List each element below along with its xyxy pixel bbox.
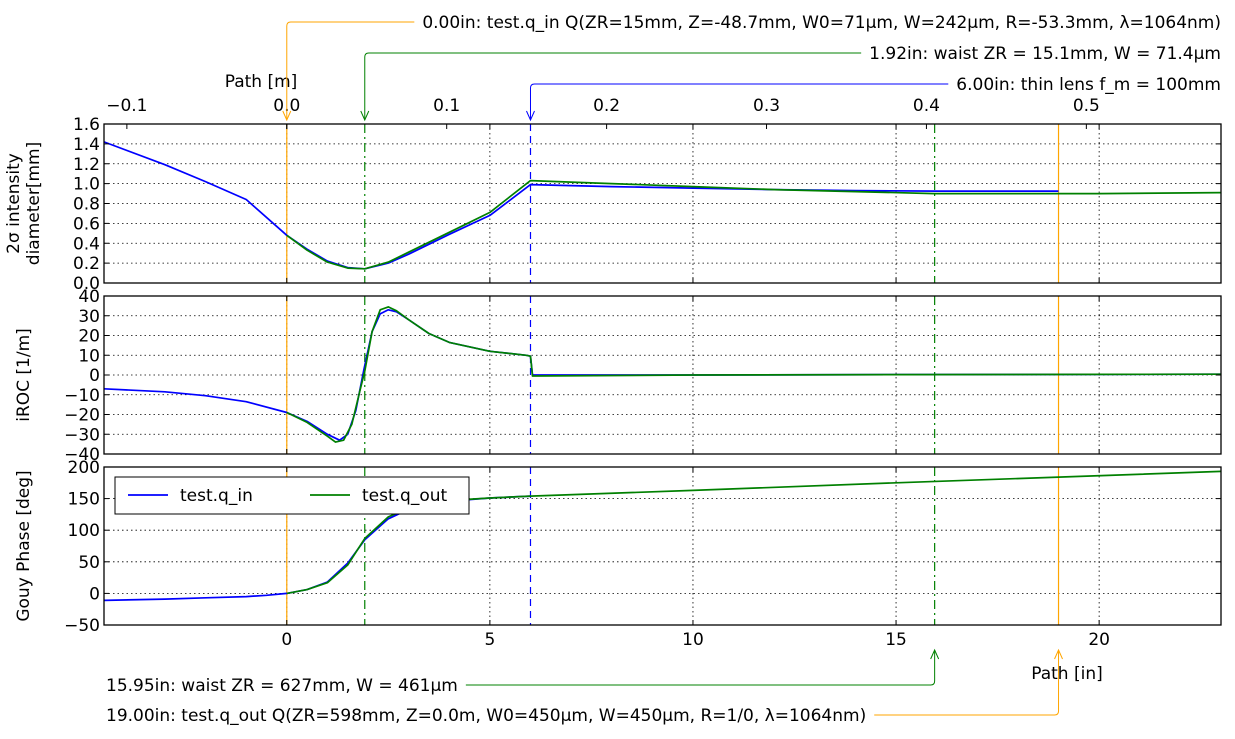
iroc-ytick-label: 40: [78, 287, 100, 307]
diameter-curves: [104, 141, 1221, 270]
xtick-label-top: 0.3: [753, 96, 780, 116]
gouy-ytick-label: 50: [78, 553, 100, 573]
marker-leader-bottom: [465, 651, 936, 686]
xtick-label-top: −0.1: [106, 96, 147, 116]
marker-annotation-top: 6.00in: thin lens f_m = 100mm: [956, 75, 1221, 95]
x-axis-label-bottom: Path [in]: [1031, 664, 1103, 684]
diameter-ytick-label: 1.6: [73, 115, 100, 135]
xtick-label-bottom: 20: [1088, 630, 1110, 650]
marker-arrow-top: [526, 110, 535, 122]
legend-entry: test.q_in: [180, 486, 253, 506]
xtick-label-bottom: 0: [281, 630, 292, 650]
legend-entry: test.q_out: [362, 486, 448, 506]
diameter-ytick-label: 0.4: [73, 234, 100, 254]
diameter-ytick-label: 1.0: [73, 175, 100, 195]
iroc-ytick-label: 0: [89, 366, 100, 386]
iroc-ytick-label: −40: [64, 445, 100, 465]
diameter-series-test-q_out: [286, 179, 1221, 270]
diameter-series-test-q_in: [104, 141, 1059, 270]
marker-annotation-top: 1.92in: waist ZR = 15.1mm, W = 71.4μm: [869, 44, 1221, 64]
marker-leader-bottom: [874, 651, 1060, 716]
gouy-ytick-label: 0: [89, 584, 100, 604]
marker-arrow-bottom: [1054, 648, 1063, 660]
iroc-curves: [104, 306, 1221, 443]
xtick-label-top: 0.5: [1073, 96, 1100, 116]
xtick-label-top: 0.4: [913, 96, 940, 116]
x-axis-label-top: Path [m]: [225, 72, 298, 92]
xtick-label-bottom: 10: [682, 630, 704, 650]
gouy-panel-frame: [103, 466, 1222, 626]
legend-box: [114, 476, 470, 515]
diameter-ytick-label: 0.0: [73, 274, 100, 294]
iroc-ytick-label: 10: [78, 346, 100, 366]
marker-leader-top: [286, 21, 415, 119]
iroc-series-test-q_out: [286, 306, 1221, 443]
marker-annotation-top: 0.00in: test.q_in Q(ZR=15mm, Z=-48.7mm, …: [422, 13, 1221, 33]
marker-leader-top: [529, 83, 949, 119]
gouy-ytick-label: −50: [64, 616, 100, 636]
diameter-ylabel: diameter[mm]: [24, 142, 44, 265]
diameter-ylabel: 2σ intensity: [4, 153, 24, 254]
marker-annotation-bottom: 15.95in: waist ZR = 627mm, W = 461μm: [106, 676, 458, 696]
diameter-ytick-label: 1.4: [73, 135, 100, 155]
iroc-ytick-label: −30: [64, 425, 100, 445]
diameter-ytick-label: 0.8: [73, 195, 100, 215]
iroc-ytick-label: 30: [78, 307, 100, 327]
xtick-label-bottom: 15: [885, 630, 907, 650]
iroc-ytick-label: 20: [78, 327, 100, 347]
diameter-ytick-label: 0.6: [73, 214, 100, 234]
iroc-ylabel: iROC [1/m]: [14, 328, 34, 422]
iroc-ytick-label: −20: [64, 406, 100, 426]
iroc-ytick-label: −10: [64, 386, 100, 406]
xtick-label-top: 0.2: [593, 96, 620, 116]
gouy-ytick-label: 200: [68, 458, 100, 478]
diameter-ytick-label: 0.2: [73, 254, 100, 274]
marker-arrow-top: [360, 110, 370, 122]
gouy-ytick-label: 150: [68, 490, 100, 510]
marker-arrow-top: [282, 110, 292, 122]
marker-arrow-bottom: [930, 648, 940, 660]
xtick-label-bottom: 5: [484, 630, 495, 650]
diameter-ytick-label: 1.2: [73, 155, 100, 175]
gouy-ylabel: Gouy Phase [deg]: [14, 470, 34, 621]
marker-leader-top: [364, 52, 862, 119]
marker-annotation-bottom: 19.00in: test.q_out Q(ZR=598mm, Z=0.0m, …: [106, 706, 866, 726]
xtick-label-top: 0.1: [433, 96, 460, 116]
gouy-ytick-label: 100: [68, 521, 100, 541]
